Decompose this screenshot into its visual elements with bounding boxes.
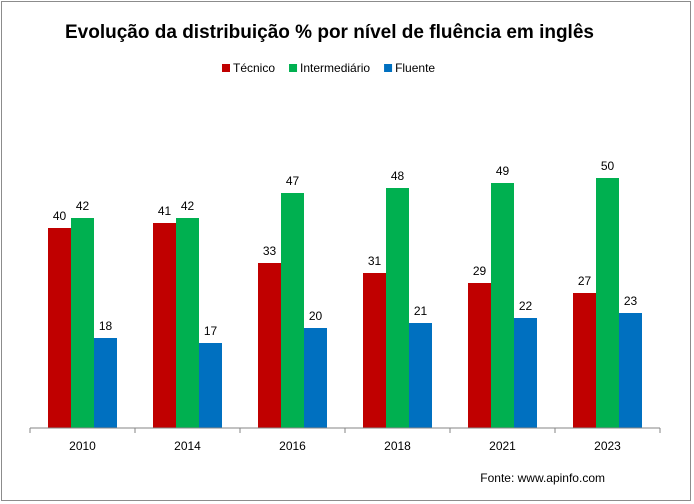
bar-tecnico-2018 bbox=[363, 273, 386, 428]
data-label-fluente-2014: 17 bbox=[204, 324, 218, 338]
x-tick-label-2023: 2023 bbox=[594, 439, 621, 453]
bar-intermediario-2021 bbox=[491, 183, 514, 428]
x-tick-label-2021: 2021 bbox=[489, 439, 516, 453]
data-label-fluente-2023: 23 bbox=[624, 294, 638, 308]
legend-swatch-intermediario bbox=[289, 64, 298, 72]
data-label-tecnico-2023: 27 bbox=[578, 274, 592, 288]
bar-intermediario-2014 bbox=[176, 218, 199, 428]
legend-swatch-tecnico bbox=[222, 64, 230, 72]
x-tick-label-2018: 2018 bbox=[384, 439, 411, 453]
bar-tecnico-2016 bbox=[258, 263, 281, 428]
bar-tecnico-2014 bbox=[153, 223, 176, 428]
data-label-tecnico-2014: 41 bbox=[158, 204, 172, 218]
data-label-fluente-2010: 18 bbox=[99, 319, 113, 333]
x-tick-label-2014: 2014 bbox=[174, 439, 201, 453]
bar-intermediario-2018 bbox=[386, 188, 409, 428]
bar-tecnico-2010 bbox=[48, 228, 71, 428]
source-note: Fonte: www.apinfo.com bbox=[480, 471, 605, 485]
data-label-fluente-2018: 21 bbox=[414, 304, 428, 318]
bar-intermediario-2023 bbox=[596, 178, 619, 428]
bar-fluente-2023 bbox=[619, 313, 642, 428]
data-label-fluente-2016: 20 bbox=[309, 309, 323, 323]
bar-fluente-2016 bbox=[304, 328, 327, 428]
data-label-tecnico-2010: 40 bbox=[53, 209, 67, 223]
plot-area: 40 42 18 2010 41 42 17 2014 33 47 20 2016 31 48 21 2018… bbox=[29, 159, 661, 453]
bar-fluente-2018 bbox=[409, 323, 432, 428]
bar-fluente-2010 bbox=[94, 338, 117, 428]
data-label-tecnico-2016: 33 bbox=[263, 244, 277, 258]
data-label-tecnico-2021: 29 bbox=[473, 264, 487, 278]
x-tick-label-2016: 2016 bbox=[279, 439, 306, 453]
legend-label-intermediario: Intermediário bbox=[300, 61, 370, 75]
legend-label-fluente: Fluente bbox=[395, 61, 435, 75]
data-label-fluente-2021: 22 bbox=[519, 299, 533, 313]
data-label-intermediario-2016: 47 bbox=[286, 174, 300, 188]
bar-tecnico-2023 bbox=[573, 293, 596, 428]
chart-title: Evolução da distribuição % por nível de … bbox=[65, 22, 594, 43]
bar-fluente-2021 bbox=[514, 318, 537, 428]
data-label-intermediario-2023: 50 bbox=[601, 159, 615, 173]
bar-tecnico-2021 bbox=[468, 283, 491, 428]
legend: Técnico Intermediário Fluente bbox=[222, 61, 435, 75]
legend-label-tecnico: Técnico bbox=[233, 61, 275, 75]
bar-intermediario-2016 bbox=[281, 193, 304, 428]
data-label-intermediario-2010: 42 bbox=[76, 199, 90, 213]
data-label-intermediario-2018: 48 bbox=[391, 169, 405, 183]
data-label-intermediario-2021: 49 bbox=[496, 164, 510, 178]
bar-intermediario-2010 bbox=[71, 218, 94, 428]
x-tick-label-2010: 2010 bbox=[69, 439, 96, 453]
data-label-tecnico-2018: 31 bbox=[368, 254, 382, 268]
legend-swatch-fluente bbox=[384, 64, 393, 72]
bar-fluente-2014 bbox=[199, 343, 222, 428]
data-label-intermediario-2014: 42 bbox=[181, 199, 195, 213]
